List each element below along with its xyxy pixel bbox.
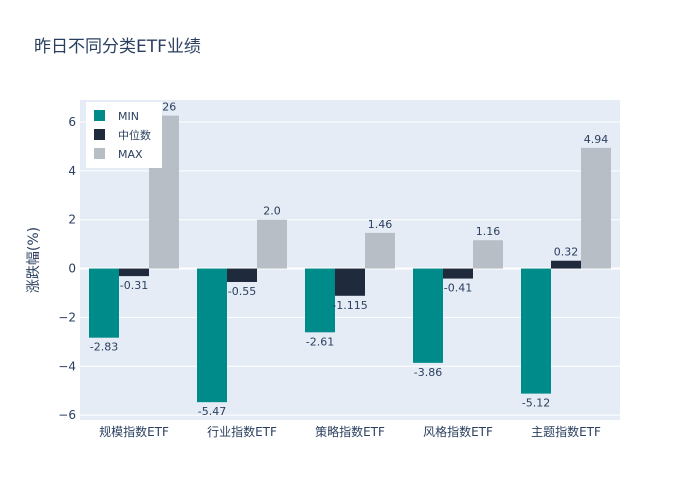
data-label: -2.83 xyxy=(90,341,118,354)
tick-labels: 6 4 2 0 −2 −4 −6 规模指数ETF 行业指数ETF 策略指数ETF 风格指数ETF 主题… xyxy=(58,115,601,439)
legend-swatch[interactable] xyxy=(94,148,105,159)
y-tick-label: 6 xyxy=(68,115,76,129)
data-labels: -2.83-0.316.26-5.47-0.552.0-2.61-1.1151.… xyxy=(90,101,608,419)
bar-MIN-行业指数ETF[interactable] xyxy=(197,268,227,403)
bar-MIN-风格指数ETF[interactable] xyxy=(413,268,443,363)
bar-MAX-策略指数ETF[interactable] xyxy=(365,232,395,269)
data-label: 4.94 xyxy=(584,133,609,146)
data-label: -0.55 xyxy=(228,285,256,298)
bar-MAX-风格指数ETF[interactable] xyxy=(473,240,503,269)
x-tick-label: 主题指数ETF xyxy=(531,424,601,439)
legend-swatch[interactable] xyxy=(94,129,105,140)
data-label: -5.47 xyxy=(198,405,226,418)
data-label: 2.0 xyxy=(263,205,281,218)
bar-中位数-策略指数ETF[interactable] xyxy=(335,268,365,296)
y-tick-label: −6 xyxy=(58,408,76,422)
bar-中位数-风格指数ETF[interactable] xyxy=(443,268,473,279)
bar-MIN-策略指数ETF[interactable] xyxy=(305,268,335,333)
data-label: -0.41 xyxy=(444,282,472,295)
data-label: -3.86 xyxy=(414,366,442,379)
y-tick-label: 0 xyxy=(68,262,76,276)
bar-MAX-行业指数ETF[interactable] xyxy=(257,219,287,269)
y-tick-label: 4 xyxy=(68,164,76,178)
y-axis-title: 涨跌幅(%) xyxy=(26,227,42,293)
bar-中位数-规模指数ETF[interactable] xyxy=(119,268,149,277)
data-label: 1.16 xyxy=(476,225,501,238)
y-tick-label: −2 xyxy=(58,310,76,324)
bar-MIN-主题指数ETF[interactable] xyxy=(521,268,551,394)
data-label: -0.31 xyxy=(120,279,148,292)
y-tick-label: −4 xyxy=(58,359,76,373)
data-label: 1.46 xyxy=(368,218,393,231)
bar-中位数-行业指数ETF[interactable] xyxy=(227,268,257,282)
legend-swatch[interactable] xyxy=(94,110,105,121)
bars xyxy=(89,115,611,403)
legend-item-label[interactable]: MIN xyxy=(118,110,139,123)
data-label: -2.61 xyxy=(306,335,334,348)
data-label: -1.115 xyxy=(332,299,367,312)
data-label: -5.12 xyxy=(522,397,550,410)
bar-MAX-主题指数ETF[interactable] xyxy=(581,147,611,269)
y-tick-label: 2 xyxy=(68,213,76,227)
x-tick-label: 规模指数ETF xyxy=(99,424,169,439)
legend-item-label[interactable]: 中位数 xyxy=(118,128,151,142)
x-tick-label: 策略指数ETF xyxy=(315,424,385,439)
data-label: 0.32 xyxy=(554,246,579,259)
x-tick-label: 风格指数ETF xyxy=(423,424,493,439)
x-tick-label: 行业指数ETF xyxy=(207,424,277,439)
bar-中位数-主题指数ETF[interactable] xyxy=(551,260,581,269)
bar-MIN-规模指数ETF[interactable] xyxy=(89,268,119,338)
chart-title: 昨日不同分类ETF业绩 xyxy=(34,37,201,57)
legend-item-label[interactable]: MAX xyxy=(118,148,143,161)
legend[interactable]: MIN 中位数 MAX xyxy=(86,102,162,168)
